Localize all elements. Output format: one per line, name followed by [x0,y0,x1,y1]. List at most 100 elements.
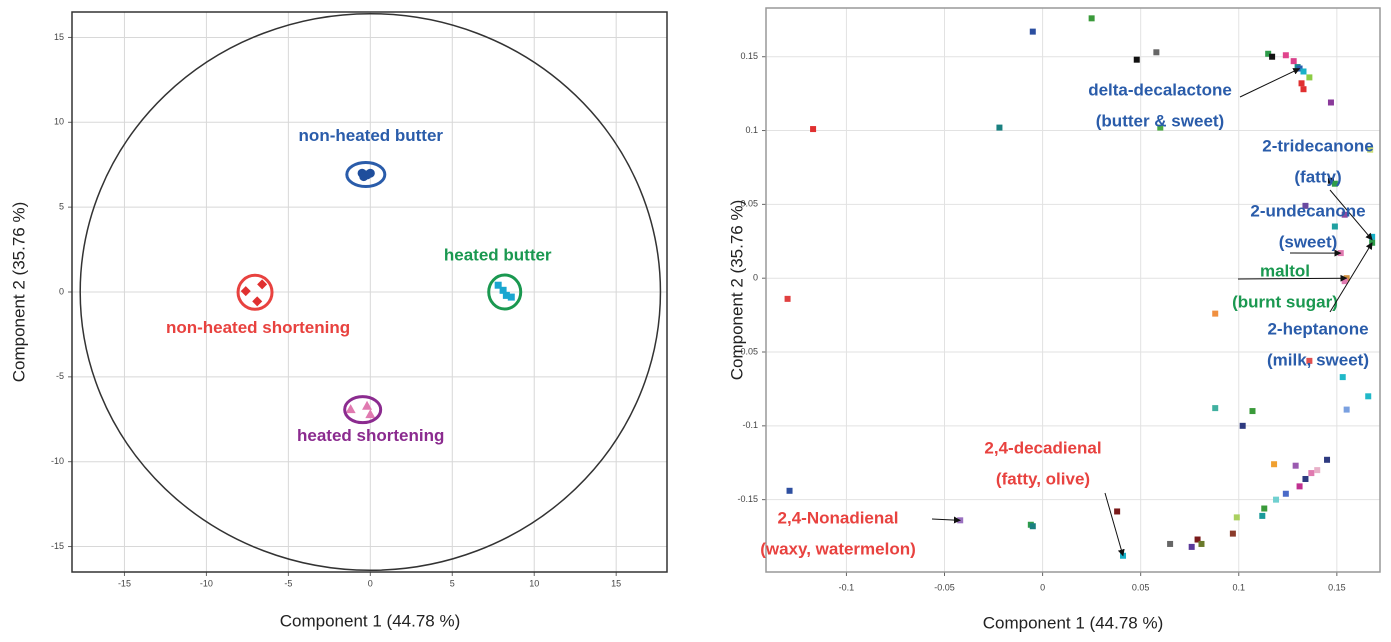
plot-frame [71,11,668,573]
point [1327,177,1334,184]
x-tick-label: 10 [529,578,539,588]
point [1296,483,1303,490]
point [1029,28,1036,35]
point [365,168,375,178]
y-tick-label: -0.05 [737,346,758,356]
annotation: (sweet) [1279,232,1338,251]
point [1229,530,1236,537]
point [1167,540,1174,547]
annotation-arrow [1329,189,1373,241]
point [362,400,373,410]
point [1153,49,1160,56]
y-tick-label: 0 [59,286,64,296]
point [1282,52,1289,59]
annotation: delta-decalactone [1088,80,1232,99]
annotation: 2-heptanone [1267,319,1368,338]
y-tick-label: -5 [56,371,64,381]
point [1088,15,1095,22]
point [1300,86,1307,93]
annotation: (butter & sweet) [1096,111,1224,130]
y-tick-label: 0.15 [740,51,758,61]
x-tick-label: -15 [118,578,131,588]
annotation: (fatty) [1294,167,1341,186]
point [257,279,268,290]
point [810,126,817,133]
group-ring [236,273,274,311]
point [1327,99,1334,106]
confidence-ellipse [79,12,662,572]
y-tick-label: 5 [59,202,64,212]
point [499,286,507,294]
group-label: non-heated butter [299,126,444,145]
point [1302,202,1309,209]
y-tick-label: 0 [753,273,758,283]
x-axis-title: Component 1 (44.78 %) [280,611,461,630]
x-tick-label: -5 [284,578,292,588]
point [1259,512,1266,519]
point [240,286,251,297]
point [1212,405,1219,412]
group-ring [487,273,523,311]
annotation-arrow [931,516,961,524]
x-tick-label: 0 [368,578,373,588]
annotation: 2-undecanone [1250,201,1365,220]
point [1339,374,1346,381]
point [494,281,502,289]
point [365,409,376,419]
point [1331,180,1338,187]
annotation-arrow [1237,274,1348,282]
y-tick-label: -0.15 [737,494,758,504]
point [1261,505,1268,512]
annotation: 2,4-Nonadienal [778,508,899,527]
x-tick-label: 0.1 [1233,582,1246,592]
annotation: 2,4-decadienal [984,438,1101,457]
point [1273,496,1280,503]
point [1157,124,1164,131]
x-axis-title: Component 1 (44.78 %) [983,613,1164,632]
point [1265,50,1272,57]
point [1302,475,1309,482]
point [1314,467,1321,474]
y-tick-label: 10 [54,117,64,127]
x-tick-label: 0 [1040,582,1045,592]
point [1367,146,1374,153]
y-axis-title: Component 2 (35.76 %) [727,200,746,381]
y-tick-label: 0.05 [740,199,758,209]
annotation-arrow [1104,492,1125,557]
annotation: (waxy, watermelon) [760,539,916,558]
annotation: (milk, sweet) [1267,350,1369,369]
x-tick-label: -0.05 [934,582,955,592]
point [1233,514,1240,521]
point [1249,408,1256,415]
plot-frame [765,7,1381,573]
x-tick-label: -10 [200,578,213,588]
point [1365,393,1372,400]
point [1239,422,1246,429]
point [1290,58,1297,65]
point [1188,543,1195,550]
point [1269,53,1276,60]
annotation: (burnt sugar) [1232,292,1338,311]
point [784,295,791,302]
annotation-arrow [1239,68,1301,98]
point [1306,74,1313,81]
y-tick-label: -10 [51,456,64,466]
annotation-arrow [1329,242,1373,313]
point [502,291,510,299]
point [1306,357,1313,364]
point [1271,461,1278,468]
x-tick-label: 0.05 [1132,582,1150,592]
point [1198,540,1205,547]
point [252,296,263,307]
point [1343,406,1350,413]
group-ring [345,160,387,188]
point [1282,490,1289,497]
group-label: heated butter [444,245,552,264]
y-tick-label: -0.1 [742,420,758,430]
group-ring [343,395,383,425]
point [1114,508,1121,515]
y-axis-title: Component 2 (35.76 %) [9,202,28,383]
point [1298,80,1305,87]
annotation: maltol [1260,261,1310,280]
point [1341,211,1348,218]
